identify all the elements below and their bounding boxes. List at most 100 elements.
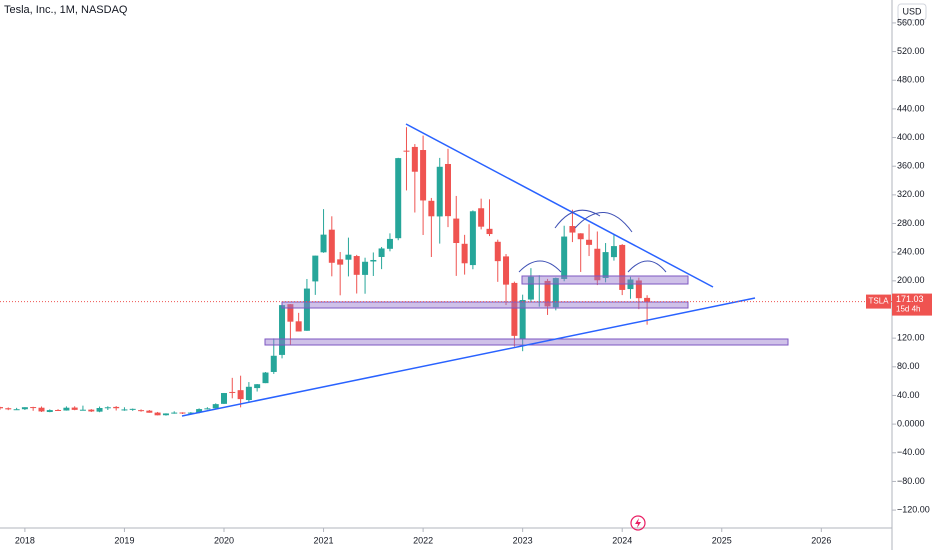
drawings xyxy=(181,123,789,417)
candle-body xyxy=(113,406,120,409)
candle-body xyxy=(428,200,435,217)
candle-body xyxy=(602,252,609,278)
trend-line xyxy=(405,123,714,288)
candle-body xyxy=(270,355,277,372)
candle-body xyxy=(610,246,617,258)
candle-body xyxy=(96,408,103,412)
candle-body xyxy=(370,259,377,262)
y-tick-label: 320.00 xyxy=(897,189,925,199)
currency-button[interactable] xyxy=(897,3,927,21)
candle-body xyxy=(146,410,153,413)
candle-body xyxy=(461,243,468,264)
y-tick-label: 80.00 xyxy=(897,361,920,371)
replay-icon[interactable] xyxy=(630,515,646,531)
candle-body xyxy=(569,226,576,233)
candles xyxy=(0,127,651,416)
candle-body xyxy=(478,208,485,227)
candle-body xyxy=(237,390,244,400)
symbol-label: TSLA xyxy=(868,297,889,306)
candle-body xyxy=(345,254,352,260)
y-tick-label: 40.00 xyxy=(897,390,920,400)
candle-body xyxy=(561,236,568,279)
y-tick-label: 280.00 xyxy=(897,218,925,228)
x-tick-label: 2023 xyxy=(513,535,533,545)
candle-body xyxy=(212,404,219,409)
candle-body xyxy=(544,280,551,307)
candle-body xyxy=(295,321,302,332)
x-tick-label: 2021 xyxy=(314,535,334,545)
candle-body xyxy=(104,407,111,409)
candle-body xyxy=(619,244,626,290)
candle-body xyxy=(13,409,20,411)
candle-body xyxy=(328,229,335,263)
candle-body xyxy=(353,256,360,275)
y-tick-label: 360.00 xyxy=(897,161,925,171)
candle-body xyxy=(279,305,286,355)
y-tick-label: 560.00 xyxy=(897,17,925,27)
candle-body xyxy=(420,150,427,201)
candle-body xyxy=(287,304,294,322)
candle-body xyxy=(378,248,385,257)
arc xyxy=(574,211,633,233)
y-tick-label: 480.00 xyxy=(897,75,925,85)
candle-body xyxy=(220,393,227,404)
x-tick-label: 2025 xyxy=(712,535,732,545)
icon-circle xyxy=(630,515,646,531)
candle-body xyxy=(577,233,584,240)
x-tick-label: 2026 xyxy=(811,535,831,545)
candle-body xyxy=(552,278,559,308)
candle-body xyxy=(154,412,161,416)
candle-body xyxy=(320,234,327,253)
x-tick-label: 2020 xyxy=(214,535,234,545)
candle-body xyxy=(362,261,369,275)
trend-line xyxy=(181,297,756,417)
candle-body xyxy=(337,259,344,265)
currency-label: USD xyxy=(902,6,922,16)
candle-body xyxy=(187,412,194,414)
candle-body xyxy=(46,410,53,413)
arc xyxy=(518,260,562,273)
y-tick-label: 520.00 xyxy=(897,46,925,56)
y-tick-label: 200.00 xyxy=(897,275,925,285)
x-tick-label: 2019 xyxy=(114,535,134,545)
y-tick-label: 240.00 xyxy=(897,247,925,257)
x-tick-label: 2022 xyxy=(413,535,433,545)
candle-body xyxy=(411,146,418,172)
y-tick-label: 0.0000 xyxy=(897,418,925,428)
candle-body xyxy=(38,407,45,412)
candle-body xyxy=(511,282,518,336)
candle-body xyxy=(519,300,526,340)
candle-body xyxy=(196,409,203,413)
candle-body xyxy=(129,408,136,410)
y-tick-label: −80.00 xyxy=(897,476,925,486)
candle-body xyxy=(88,409,95,412)
zone-rect xyxy=(264,338,789,346)
candle-body xyxy=(121,409,128,411)
candle-body xyxy=(386,238,393,249)
candle-body xyxy=(436,166,443,217)
zone-rect xyxy=(281,301,689,309)
x-tick-label: 2018 xyxy=(15,535,35,545)
candle-body xyxy=(453,218,460,244)
zone-rect xyxy=(521,275,689,285)
candle-body xyxy=(30,407,37,409)
candle-body xyxy=(0,407,3,409)
candle-body xyxy=(312,255,319,282)
candle-body xyxy=(55,410,62,412)
candle-body xyxy=(586,239,593,245)
candle-body xyxy=(5,408,12,410)
candle-body xyxy=(229,391,236,393)
y-tick-label: 400.00 xyxy=(897,132,925,142)
candle-body xyxy=(21,407,28,410)
arc xyxy=(627,260,667,273)
price-label: 171.03 xyxy=(896,294,924,304)
candle-body xyxy=(527,276,534,300)
candle-body xyxy=(262,372,269,384)
candle-body xyxy=(469,211,476,266)
countdown-label: 15d 4h xyxy=(896,305,920,314)
candle-body xyxy=(486,228,493,235)
candle-body xyxy=(494,241,501,262)
